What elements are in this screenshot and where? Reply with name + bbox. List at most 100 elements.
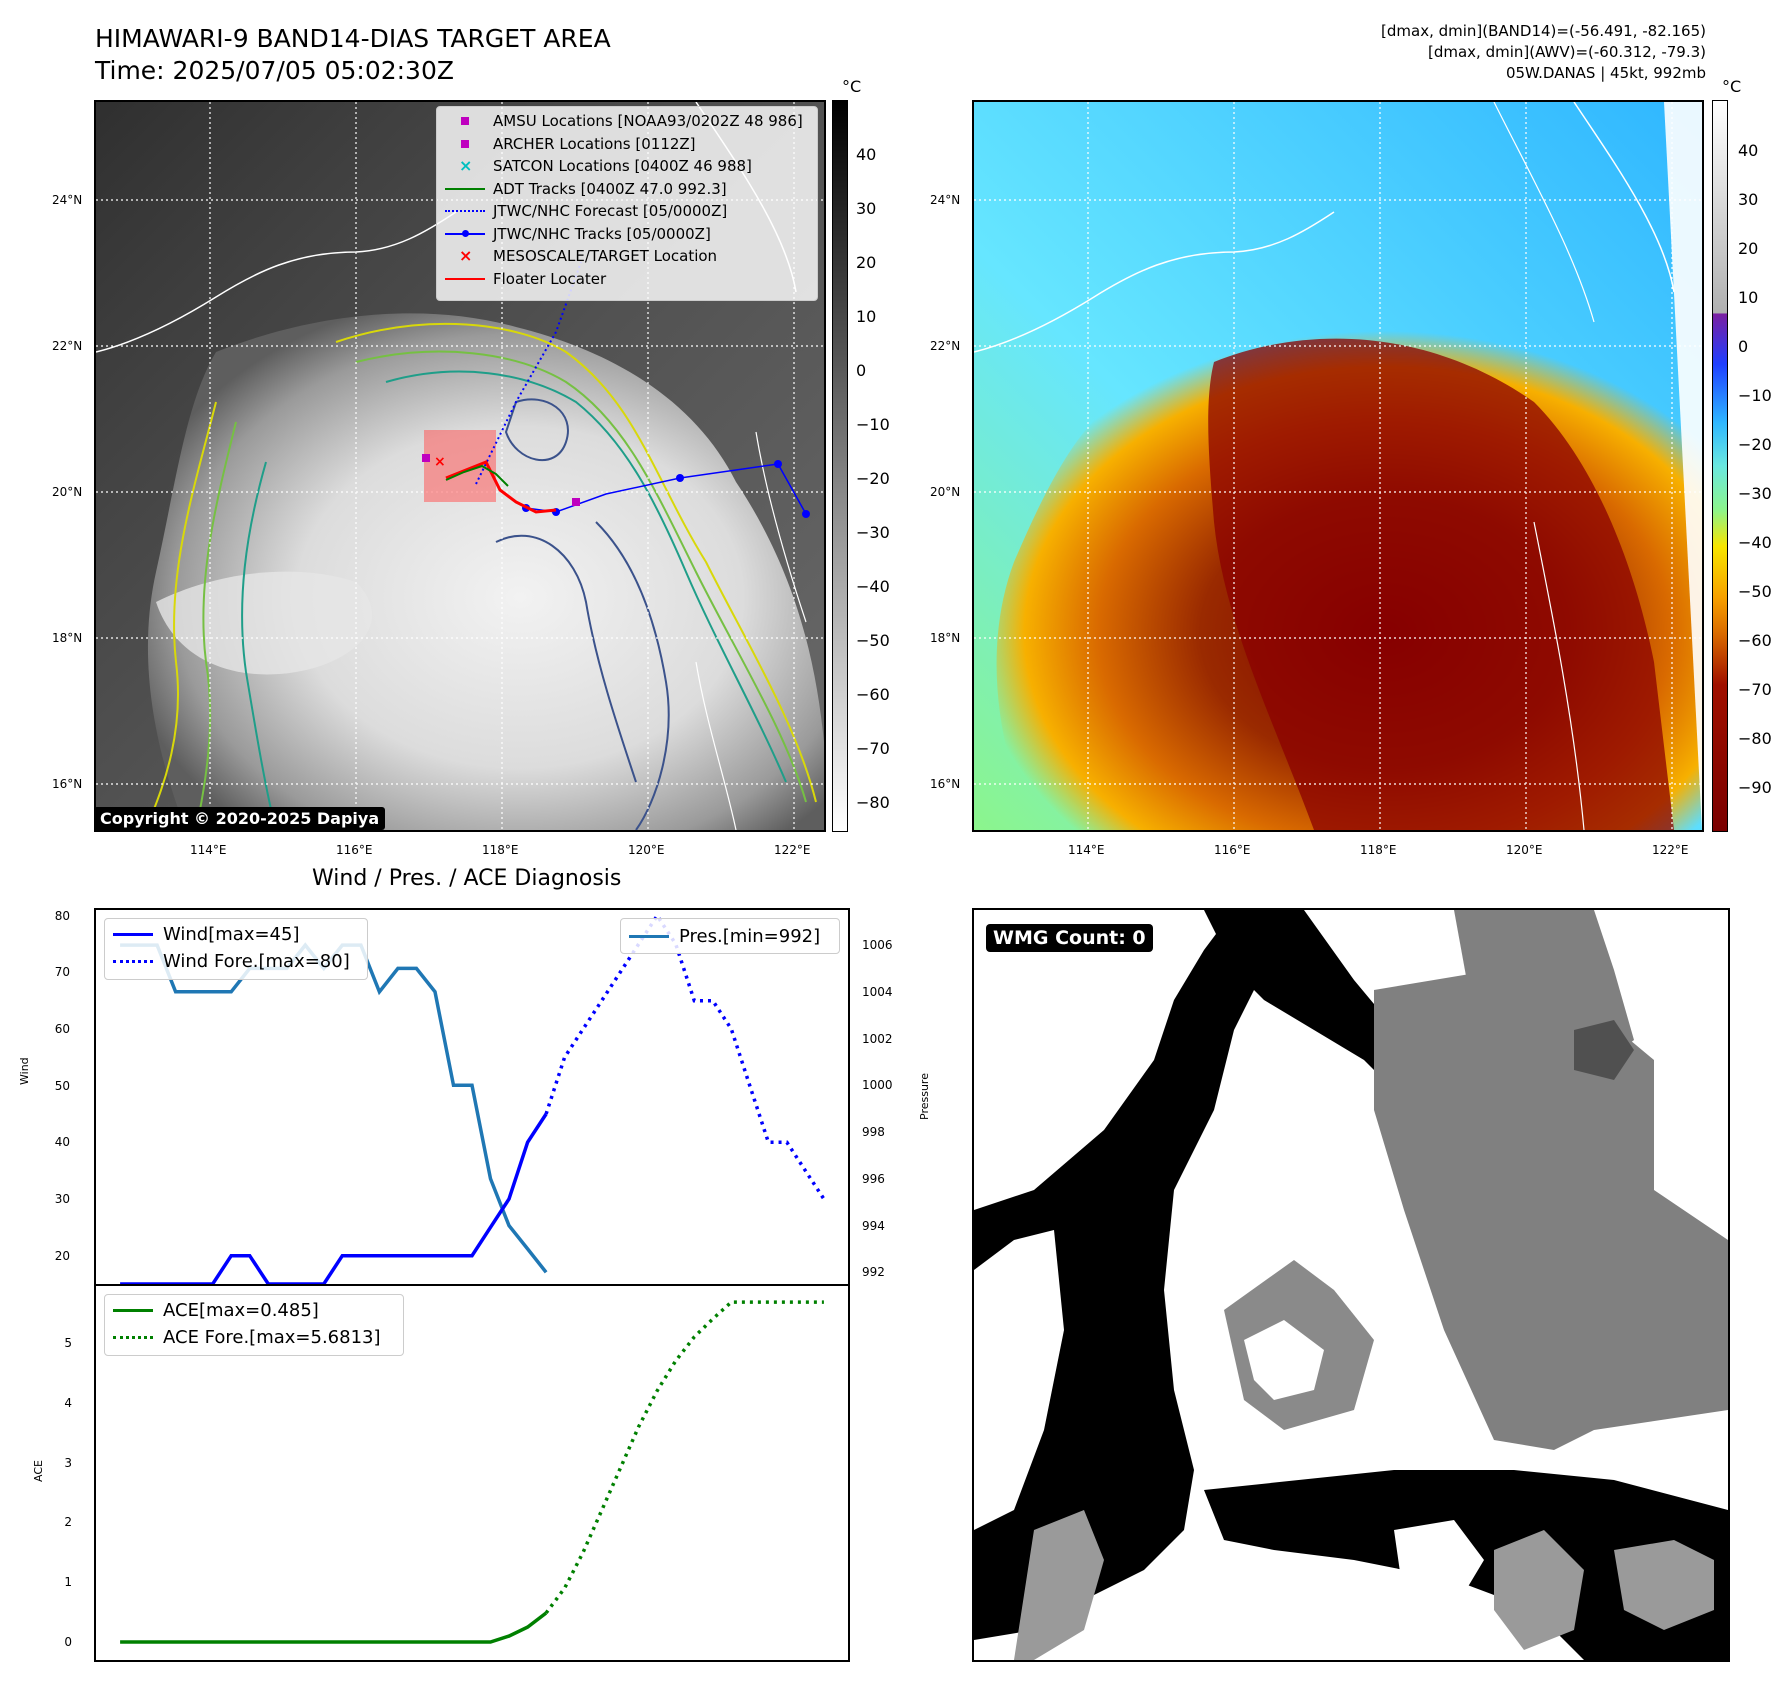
stats-awv: [dmax, dmin](AWV)=(-60.312, -79.3) xyxy=(1427,43,1706,61)
ace-series-line xyxy=(120,1611,548,1644)
awv-lon-tick: 120°E xyxy=(1506,843,1543,857)
awv-colorbar-tick: −30 xyxy=(1738,484,1772,503)
awv-colorbar-tick: 40 xyxy=(1738,141,1759,160)
awv-colorbar-tick: −40 xyxy=(1738,533,1772,552)
legend-amsu: AMSU Locations [NOAA93/0202Z 48 986] xyxy=(445,110,809,133)
awv-colorbar-tick: 20 xyxy=(1738,239,1759,258)
pressure-tick-label: 996 xyxy=(862,1171,885,1186)
ace-axis-label: ACE xyxy=(32,1460,45,1482)
legend-archer: ARCHER Locations [0112Z] xyxy=(445,133,809,156)
legend-floater: Floater Locater xyxy=(445,268,809,291)
awv-colorbar-tick: −70 xyxy=(1738,680,1772,699)
awv-colorbar-tick: 10 xyxy=(1738,288,1759,307)
awv-colorbar-tick: −90 xyxy=(1738,778,1772,797)
lon-tick: 120°E xyxy=(628,843,665,857)
target-marker: × xyxy=(434,454,446,470)
gray-colorbar-tick: −40 xyxy=(856,577,890,596)
ace-tick-label: 3 xyxy=(64,1455,72,1470)
gray-colorbar-tick: −50 xyxy=(856,631,890,650)
lon-tick: 116°E xyxy=(336,843,373,857)
wind-tick-label: 50 xyxy=(54,1078,70,1093)
gray-colorbar-tick: −30 xyxy=(856,523,890,542)
wmg-panel: WMG Count: 0 xyxy=(972,908,1730,1662)
lon-tick: 118°E xyxy=(482,843,519,857)
gray-colorbar-tick: −10 xyxy=(856,415,890,434)
ace-tick-label: 1 xyxy=(64,1575,72,1590)
ace-forecast-series-line xyxy=(544,1300,824,1615)
awv-lat-tick: 18°N xyxy=(930,631,961,645)
awv-lat-tick: 16°N xyxy=(930,777,961,791)
awv-lat-tick: 22°N xyxy=(930,339,961,353)
awv-lon-tick: 118°E xyxy=(1360,843,1397,857)
lon-tick: 114°E xyxy=(190,843,227,857)
pressure-series-line xyxy=(120,942,548,1274)
stats-band14: [dmax, dmin](BAND14)=(-56.491, -82.165) xyxy=(1381,22,1706,40)
wmg-count-label: WMG Count: 0 xyxy=(986,924,1153,952)
awv-colorbar-tick: −50 xyxy=(1738,582,1772,601)
ace-plot: ACE[max=0.485] ACE Fore.[max=5.6813] xyxy=(94,1284,850,1662)
legend-satcon: × SATCON Locations [0400Z 46 988] xyxy=(459,156,752,176)
wind-legend: Wind[max=45] Wind Fore.[max=80] xyxy=(104,918,368,980)
awv-lon-tick: 122°E xyxy=(1652,843,1689,857)
pressure-legend: Pres.[min=992] xyxy=(620,918,840,954)
awv-map-image xyxy=(974,102,1702,830)
copyright-label: Copyright © 2020-2025 Dapiya xyxy=(96,807,386,830)
awv-colorbar xyxy=(1712,100,1728,832)
storm-info: 05W.DANAS | 45kt, 992mb xyxy=(1505,64,1706,82)
amsu-marker xyxy=(422,454,430,462)
ir-map-panel: × AMSU Locations [NOAA93/0202Z 48 986] A… xyxy=(94,100,826,832)
diagnosis-title: Wind / Pres. / ACE Diagnosis xyxy=(312,866,622,891)
gray-colorbar-tick: −70 xyxy=(856,739,890,758)
awv-lon-tick: 116°E xyxy=(1214,843,1251,857)
legend-wind: Wind[max=45] xyxy=(113,921,359,948)
gray-colorbar-tick: 0 xyxy=(856,361,867,380)
archer-marker xyxy=(572,498,580,506)
gray-colorbar-tick: 30 xyxy=(856,199,877,218)
pressure-tick-label: 1006 xyxy=(862,938,893,953)
awv-colorbar-tick: −60 xyxy=(1738,631,1772,650)
awv-lat-tick: 24°N xyxy=(930,193,961,207)
wind-pressure-plot: Wind[max=45] Wind Fore.[max=80] Pres.[mi… xyxy=(94,908,850,1286)
legend-pres: Pres.[min=992] xyxy=(629,921,831,951)
wind-series-line xyxy=(120,1113,548,1284)
wind-tick-label: 80 xyxy=(54,908,70,923)
gray-colorbar-tick: −60 xyxy=(856,685,890,704)
awv-colorbar-unit: °C xyxy=(1722,77,1742,96)
pressure-axis-label: Pressure xyxy=(918,1073,931,1120)
wind-forecast-series-line xyxy=(544,912,826,1200)
gray-colorbar-tick: −20 xyxy=(856,469,890,488)
pressure-tick-label: 998 xyxy=(862,1125,885,1140)
gray-colorbar-tick: −80 xyxy=(856,793,890,812)
wind-tick-label: 30 xyxy=(54,1192,70,1206)
awv-lat-tick: 20°N xyxy=(930,485,961,499)
legend-jtwc-tracks: JTWC/NHC Tracks [05/0000Z] xyxy=(445,223,809,246)
wind-tick-label: 60 xyxy=(54,1022,70,1036)
wmg-image xyxy=(974,910,1728,1660)
gray-colorbar-tick: 10 xyxy=(856,307,877,326)
figure-title-line2: Time: 2025/07/05 05:02:30Z xyxy=(95,56,454,85)
gray-colorbar-unit: °C xyxy=(842,77,862,96)
lat-tick: 18°N xyxy=(52,631,83,645)
pressure-tick-label: 1002 xyxy=(862,1031,893,1046)
map-legend: AMSU Locations [NOAA93/0202Z 48 986] ARC… xyxy=(436,106,818,301)
adt-track xyxy=(445,464,509,487)
legend-ace: ACE[max=0.485] xyxy=(113,1297,395,1324)
pressure-tick-label: 1004 xyxy=(862,984,893,999)
legend-ace-fore: ACE Fore.[max=5.6813] xyxy=(113,1324,395,1351)
lat-tick: 24°N xyxy=(52,193,83,207)
figure-title-line1: HIMAWARI-9 BAND14-DIAS TARGET AREA xyxy=(95,24,611,53)
awv-lon-tick: 114°E xyxy=(1068,843,1105,857)
wind-tick-label: 40 xyxy=(54,1135,70,1150)
gray-colorbar xyxy=(832,100,848,832)
awv-colorbar-tick: −80 xyxy=(1738,729,1772,748)
pressure-tick-label: 1000 xyxy=(862,1078,893,1093)
awv-colorbar-tick: 30 xyxy=(1738,190,1759,209)
jtwc-forecast-line xyxy=(475,261,582,485)
wind-tick-label: 70 xyxy=(54,965,70,980)
ace-tick-label: 0 xyxy=(64,1635,72,1650)
ace-tick-label: 2 xyxy=(64,1515,72,1530)
floater-track xyxy=(445,460,557,514)
lat-tick: 16°N xyxy=(52,777,83,791)
lat-tick: 20°N xyxy=(52,485,83,499)
pressure-tick-label: 994 xyxy=(862,1218,885,1233)
